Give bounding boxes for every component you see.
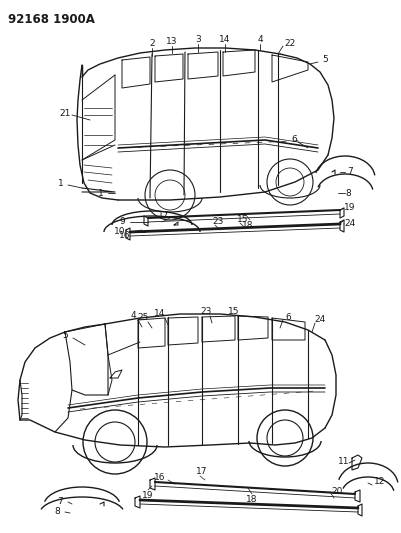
Text: 16: 16 (154, 473, 165, 482)
Text: 20: 20 (330, 488, 342, 497)
Text: 23: 23 (200, 308, 211, 317)
Text: 6: 6 (290, 134, 296, 143)
Text: 8: 8 (344, 189, 350, 198)
Text: 21: 21 (59, 109, 71, 117)
Text: 10: 10 (114, 228, 126, 237)
Text: 19: 19 (343, 203, 355, 212)
Text: 7: 7 (57, 497, 63, 505)
Text: 9: 9 (119, 216, 125, 225)
Text: 15: 15 (237, 215, 248, 224)
Text: 14: 14 (219, 36, 230, 44)
Text: 17: 17 (196, 467, 207, 477)
Text: 1: 1 (58, 180, 64, 189)
Text: 13: 13 (166, 37, 177, 46)
Text: 22: 22 (284, 38, 295, 47)
Text: 8: 8 (54, 507, 60, 516)
Text: 12: 12 (373, 478, 385, 487)
Text: 16: 16 (119, 230, 130, 239)
Text: 24: 24 (344, 220, 355, 229)
Text: 5: 5 (321, 55, 327, 64)
Text: 92168 1900A: 92168 1900A (8, 13, 95, 26)
Text: 11: 11 (337, 456, 349, 465)
Text: 23: 23 (212, 217, 223, 227)
Text: 4: 4 (257, 36, 262, 44)
Text: 18: 18 (242, 222, 253, 230)
Text: 15: 15 (228, 306, 239, 316)
Text: 24: 24 (314, 314, 325, 324)
Text: 19: 19 (142, 490, 153, 499)
Text: 4: 4 (130, 311, 136, 320)
Text: 14: 14 (154, 310, 165, 319)
Text: 17: 17 (158, 212, 169, 221)
Text: 2: 2 (149, 39, 154, 49)
Text: 7: 7 (346, 166, 352, 175)
Text: 5: 5 (62, 330, 68, 340)
Text: 3: 3 (194, 36, 200, 44)
Text: 18: 18 (246, 496, 257, 505)
Text: 25: 25 (137, 313, 148, 322)
Text: 1: 1 (98, 189, 103, 198)
Text: 6: 6 (284, 312, 290, 321)
